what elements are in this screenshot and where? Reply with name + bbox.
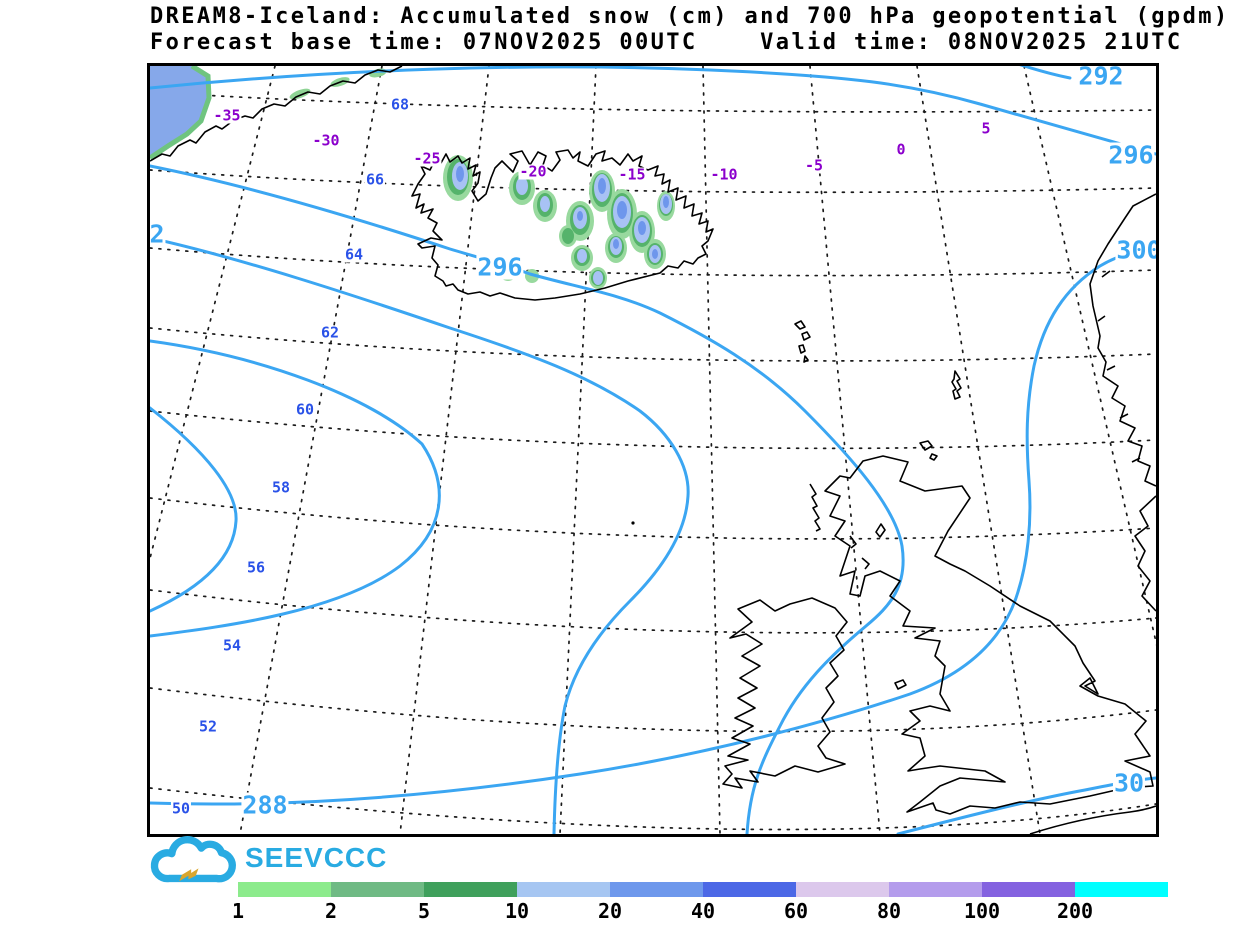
logo-text: SEEVCCC [245, 842, 388, 873]
colorbar-segment [424, 882, 517, 897]
contour-292-left [150, 236, 690, 834]
colorbar-tick-label: 80 [876, 899, 902, 923]
temperature-label: -25 [412, 149, 442, 168]
contour-trough-outer [150, 339, 441, 638]
temperature-label: -5 [803, 156, 825, 175]
latitude-label: 64 [343, 245, 365, 264]
colorbar-segment [1075, 882, 1168, 897]
colorbar-tick-label: 10 [504, 899, 530, 923]
latitude-label: 60 [294, 400, 316, 419]
ireland-coastline [722, 597, 848, 789]
colorbar-segment [331, 882, 424, 897]
colorbar-tick-label: 1 [231, 899, 245, 923]
contour-288-300 [150, 247, 1156, 806]
colorbar-segment [889, 882, 982, 897]
isle-of-man-coastline [894, 679, 907, 690]
greenland-snow-fill [150, 66, 209, 158]
colorbar-segment [982, 882, 1075, 897]
map-graphics [150, 66, 1156, 834]
greenland-coastline [150, 66, 403, 162]
temperature-label: -30 [311, 131, 341, 150]
latitude-label: 52 [197, 717, 219, 736]
contour-lines [150, 66, 1156, 834]
contour-label: 292 [1077, 63, 1125, 91]
contour-label: 296 [1107, 140, 1155, 170]
contour-label: 30 [1112, 768, 1146, 798]
colorbar-segments [238, 882, 1168, 897]
colorbar-segment [703, 882, 796, 897]
latitude-label: 66 [364, 170, 386, 189]
temperature-label: -20 [518, 162, 548, 181]
colorbar-segment [610, 882, 703, 897]
great-britain-coastline [824, 455, 1154, 815]
colorbar-tick-label: 60 [783, 899, 809, 923]
map-canvas: 292 296 300 2 296 288 30 68 66 64 62 60 58 56 54 52 50 -3… [147, 63, 1159, 837]
contour-label: 296 [476, 252, 524, 282]
contour-label: 300 [1115, 237, 1156, 263]
contour-292 [1019, 66, 1072, 80]
latitude-label: 68 [389, 95, 411, 114]
iceland-coastline [411, 149, 714, 301]
latitude-label: 56 [245, 558, 267, 577]
coastlines [150, 66, 1156, 834]
cloud-logo-icon [150, 836, 236, 883]
chart-title: DREAM8-Iceland: Accumulated snow (cm) an… [150, 4, 1230, 29]
contour-label: 288 [241, 790, 289, 820]
branding-logo: SEEVCCC [147, 833, 387, 889]
contour-296-top [150, 66, 1156, 156]
norway-coastline [1089, 193, 1156, 612]
colorbar-tick-label: 200 [1056, 899, 1094, 923]
temperature-label: 5 [980, 119, 992, 138]
colorbar-tick-label: 5 [417, 899, 431, 923]
colorbar-tick-label: 20 [597, 899, 623, 923]
temperature-label: 0 [895, 140, 907, 159]
hebrides-coastline [809, 483, 886, 570]
france-coastline [1029, 805, 1156, 834]
latitude-label: 50 [170, 799, 192, 818]
snow-colorbar: 1 2 5 10 20 40 60 80 100 200 [232, 882, 1168, 923]
colorbar-segment [796, 882, 889, 897]
map-label-layer: 292 296 300 2 296 288 30 68 66 64 62 60 58 56 54 52 50 -3… [150, 66, 1156, 834]
latitude-label: 54 [221, 636, 243, 655]
rockall-islet [631, 521, 635, 525]
faroe-islands-coastline [794, 320, 811, 363]
colorbar-tick-label: 40 [690, 899, 716, 923]
temperature-label: -35 [212, 106, 242, 125]
chart-subtitle: Forecast base time: 07NOV2025 00UTC Vali… [150, 30, 1183, 55]
contour-trough-inner [150, 406, 238, 613]
orkney-coastline [919, 440, 938, 461]
shetland-coastline [951, 370, 962, 400]
temperature-label: -15 [617, 165, 647, 184]
latitude-label: 58 [270, 478, 292, 497]
colorbar-ticks: 1 2 5 10 20 40 60 80 100 200 [232, 897, 1168, 923]
latitude-label: 62 [319, 323, 341, 342]
logo-arrow-icon [179, 868, 199, 882]
colorbar-tick-label: 2 [324, 899, 338, 923]
colorbar-segment [517, 882, 610, 897]
colorbar-segment [238, 882, 331, 897]
contour-label: 2 [149, 219, 166, 249]
temperature-label: -10 [709, 165, 739, 184]
colorbar-tick-label: 100 [963, 899, 1001, 923]
contour-296-iceland [150, 164, 905, 834]
